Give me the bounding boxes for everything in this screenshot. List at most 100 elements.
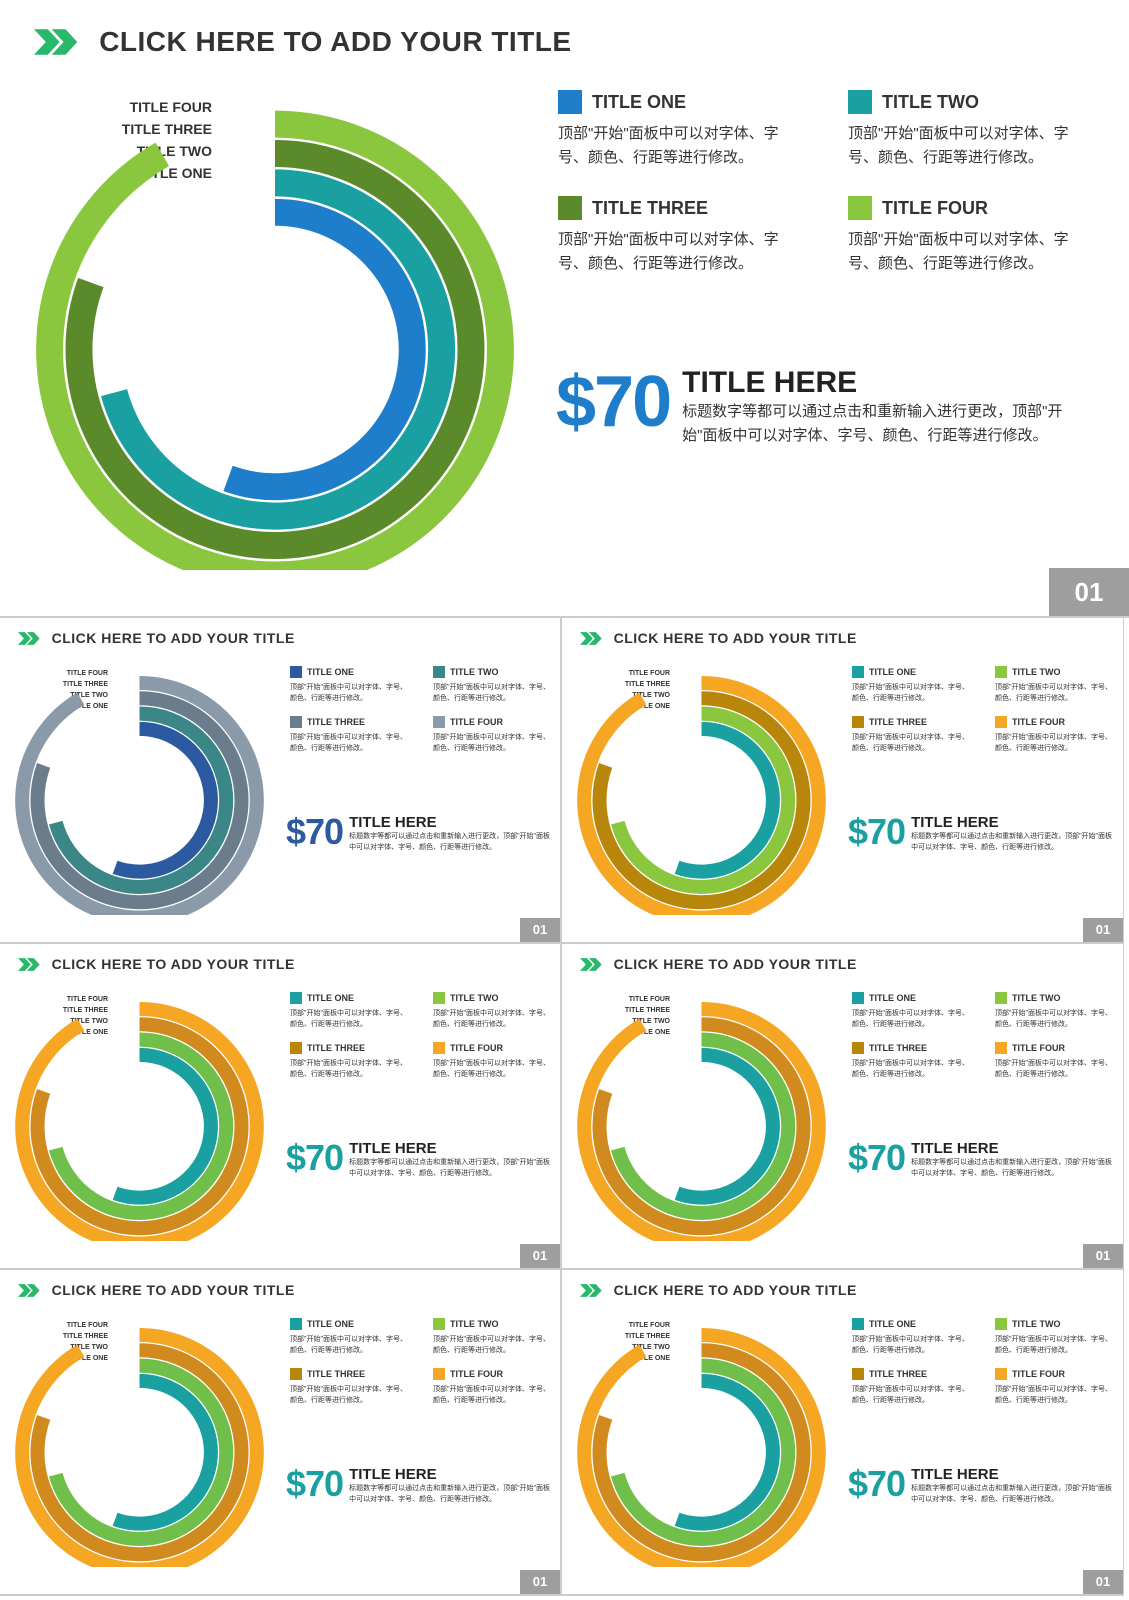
legend-body: 顶部"开始"面板中可以对字体、字号、颜色、行距等进行修改。 bbox=[995, 1008, 1112, 1030]
slide-header: CLICK HERE TO ADD YOUR TITLE bbox=[34, 26, 572, 58]
double-chevron-icon bbox=[34, 29, 85, 55]
legend-body: 顶部"开始"面板中可以对字体、字号、颜色、行距等进行修改。 bbox=[290, 682, 407, 704]
slide-number-badge: 01 bbox=[1083, 1570, 1123, 1594]
legend-title: TITLE TWO bbox=[1012, 993, 1061, 1003]
legend-body: 顶部"开始"面板中可以对字体、字号、颜色、行距等进行修改。 bbox=[433, 732, 550, 754]
slide-title: CLICK HERE TO ADD YOUR TITLE bbox=[52, 956, 295, 972]
slide-title: CLICK HERE TO ADD YOUR TITLE bbox=[614, 1282, 857, 1298]
double-chevron-icon bbox=[580, 1284, 606, 1297]
price-body: 标题数字等都可以通过点击和重新输入进行更改，顶部"开始"面板中可以对字体、字号、… bbox=[349, 1483, 556, 1505]
slide-header: CLICK HERE TO ADD YOUR TITLE bbox=[580, 630, 857, 646]
color-swatch bbox=[290, 992, 302, 1004]
legend-item: TITLE THREE 顶部"开始"面板中可以对字体、字号、颜色、行距等进行修改… bbox=[290, 1368, 407, 1406]
legend-grid: TITLE ONE 顶部"开始"面板中可以对字体、字号、颜色、行距等进行修改。 … bbox=[852, 1318, 1112, 1406]
legend-item: TITLE TWO 顶部"开始"面板中可以对字体、字号、颜色、行距等进行修改。 bbox=[995, 992, 1112, 1030]
radial-chart bbox=[574, 1312, 829, 1567]
price-block: $70 TITLE HERE 标题数字等都可以通过点击和重新输入进行更改，顶部"… bbox=[848, 1466, 1118, 1505]
color-swatch bbox=[433, 1042, 445, 1054]
legend-body: 顶部"开始"面板中可以对字体、字号、颜色、行距等进行修改。 bbox=[995, 1384, 1112, 1406]
price-amount: $70 bbox=[848, 1466, 905, 1502]
slide-number-badge: 01 bbox=[520, 1244, 560, 1268]
color-swatch bbox=[290, 1042, 302, 1054]
legend-title: TITLE FOUR bbox=[450, 1043, 503, 1053]
radial-chart bbox=[574, 660, 829, 915]
price-body: 标题数字等都可以通过点击和重新输入进行更改，顶部"开始"面板中可以对字体、字号、… bbox=[911, 1483, 1118, 1505]
double-chevron-icon bbox=[580, 632, 606, 645]
legend-body: 顶部"开始"面板中可以对字体、字号、颜色、行距等进行修改。 bbox=[848, 122, 1078, 170]
price-block: $70 TITLE HERE 标题数字等都可以通过点击和重新输入进行更改，顶部"… bbox=[286, 1140, 556, 1179]
price-amount: $70 bbox=[286, 1140, 343, 1176]
legend-title: TITLE TWO bbox=[450, 667, 499, 677]
legend-item: TITLE TWO 顶部"开始"面板中可以对字体、字号、颜色、行距等进行修改。 bbox=[433, 992, 550, 1030]
color-swatch bbox=[290, 716, 302, 728]
legend-body: 顶部"开始"面板中可以对字体、字号、颜色、行距等进行修改。 bbox=[852, 682, 969, 704]
price-amount: $70 bbox=[848, 1140, 905, 1176]
legend-item: TITLE FOUR 顶部"开始"面板中可以对字体、字号、颜色、行距等进行修改。 bbox=[433, 1042, 550, 1080]
legend-item: TITLE ONE 顶部"开始"面板中可以对字体、字号、颜色、行距等进行修改。 bbox=[290, 1318, 407, 1356]
slide-title: CLICK HERE TO ADD YOUR TITLE bbox=[99, 26, 571, 58]
legend-title: TITLE FOUR bbox=[450, 717, 503, 727]
legend-item: TITLE ONE 顶部"开始"面板中可以对字体、字号、颜色、行距等进行修改。 bbox=[852, 1318, 969, 1356]
slide-number-badge: 01 bbox=[520, 918, 560, 942]
legend-title: TITLE ONE bbox=[307, 1319, 354, 1329]
legend-body: 顶部"开始"面板中可以对字体、字号、颜色、行距等进行修改。 bbox=[852, 1334, 969, 1356]
legend-body: 顶部"开始"面板中可以对字体、字号、颜色、行距等进行修改。 bbox=[852, 1008, 969, 1030]
slide-title: CLICK HERE TO ADD YOUR TITLE bbox=[52, 1282, 295, 1298]
legend-item: TITLE FOUR 顶部"开始"面板中可以对字体、字号、颜色、行距等进行修改。 bbox=[433, 716, 550, 754]
price-amount: $70 bbox=[286, 1466, 343, 1502]
legend-grid: TITLE ONE 顶部"开始"面板中可以对字体、字号、颜色、行距等进行修改。 … bbox=[290, 1318, 550, 1406]
legend-grid: TITLE ONE 顶部"开始"面板中可以对字体、字号、颜色、行距等进行修改。 … bbox=[290, 992, 550, 1080]
slide-thumbnail: CLICK HERE TO ADD YOUR TITLE TITLE FOURT… bbox=[562, 618, 1124, 944]
legend-item: TITLE ONE 顶部"开始"面板中可以对字体、字号、颜色、行距等进行修改。 bbox=[852, 666, 969, 704]
price-body: 标题数字等都可以通过点击和重新输入进行更改，顶部"开始"面板中可以对字体、字号、… bbox=[349, 831, 556, 853]
legend-title: TITLE ONE bbox=[869, 667, 916, 677]
price-body: 标题数字等都可以通过点击和重新输入进行更改，顶部"开始"面板中可以对字体、字号、… bbox=[911, 831, 1118, 853]
price-block: $70 TITLE HERE 标题数字等都可以通过点击和重新输入进行更改，顶部"… bbox=[848, 1140, 1118, 1179]
legend-item: TITLE FOUR 顶部"开始"面板中可以对字体、字号、颜色、行距等进行修改。 bbox=[848, 196, 1078, 276]
legend-title: TITLE ONE bbox=[307, 993, 354, 1003]
radial-chart bbox=[574, 986, 829, 1241]
legend-title: TITLE THREE bbox=[307, 1043, 365, 1053]
slide-number-badge: 01 bbox=[1083, 918, 1123, 942]
legend-title: TITLE THREE bbox=[869, 717, 927, 727]
slide-header: CLICK HERE TO ADD YOUR TITLE bbox=[18, 956, 295, 972]
double-chevron-icon bbox=[18, 958, 44, 971]
price-title: TITLE HERE bbox=[682, 366, 1096, 400]
legend-title: TITLE FOUR bbox=[1012, 1369, 1065, 1379]
slide-title: CLICK HERE TO ADD YOUR TITLE bbox=[614, 630, 857, 646]
legend-item: TITLE THREE 顶部"开始"面板中可以对字体、字号、颜色、行距等进行修改… bbox=[852, 1042, 969, 1080]
slide-title: CLICK HERE TO ADD YOUR TITLE bbox=[614, 956, 857, 972]
legend-title: TITLE THREE bbox=[869, 1043, 927, 1053]
price-body: 标题数字等都可以通过点击和重新输入进行更改，顶部"开始"面板中可以对字体、字号、… bbox=[349, 1157, 556, 1179]
legend-grid: TITLE ONE 顶部"开始"面板中可以对字体、字号、颜色、行距等进行修改。 … bbox=[852, 666, 1112, 754]
price-title: TITLE HERE bbox=[349, 814, 556, 831]
color-swatch bbox=[852, 1042, 864, 1054]
color-swatch bbox=[558, 196, 582, 220]
legend-title: TITLE THREE bbox=[307, 717, 365, 727]
color-swatch bbox=[852, 1318, 864, 1330]
legend-body: 顶部"开始"面板中可以对字体、字号、颜色、行距等进行修改。 bbox=[558, 122, 788, 170]
legend-title: TITLE THREE bbox=[592, 198, 708, 219]
radial-chart bbox=[30, 80, 520, 570]
color-swatch bbox=[852, 716, 864, 728]
slide-thumbnail: CLICK HERE TO ADD YOUR TITLE TITLE FOURT… bbox=[0, 618, 562, 944]
legend-item: TITLE ONE 顶部"开始"面板中可以对字体、字号、颜色、行距等进行修改。 bbox=[290, 992, 407, 1030]
color-swatch bbox=[433, 666, 445, 678]
color-swatch bbox=[558, 90, 582, 114]
legend-title: TITLE TWO bbox=[882, 92, 979, 113]
legend-body: 顶部"开始"面板中可以对字体、字号、颜色、行距等进行修改。 bbox=[290, 732, 407, 754]
legend-item: TITLE THREE 顶部"开始"面板中可以对字体、字号、颜色、行距等进行修改… bbox=[558, 196, 788, 276]
price-title: TITLE HERE bbox=[911, 1466, 1118, 1483]
legend-body: 顶部"开始"面板中可以对字体、字号、颜色、行距等进行修改。 bbox=[290, 1008, 407, 1030]
legend-item: TITLE THREE 顶部"开始"面板中可以对字体、字号、颜色、行距等进行修改… bbox=[852, 1368, 969, 1406]
legend-item: TITLE TWO 顶部"开始"面板中可以对字体、字号、颜色、行距等进行修改。 bbox=[433, 666, 550, 704]
legend-body: 顶部"开始"面板中可以对字体、字号、颜色、行距等进行修改。 bbox=[852, 1058, 969, 1080]
legend-body: 顶部"开始"面板中可以对字体、字号、颜色、行距等进行修改。 bbox=[290, 1058, 407, 1080]
radial-chart bbox=[12, 986, 267, 1241]
legend-body: 顶部"开始"面板中可以对字体、字号、颜色、行距等进行修改。 bbox=[290, 1334, 407, 1356]
legend-title: TITLE TWO bbox=[450, 993, 499, 1003]
legend-body: 顶部"开始"面板中可以对字体、字号、颜色、行距等进行修改。 bbox=[995, 682, 1112, 704]
legend-title: TITLE FOUR bbox=[882, 198, 988, 219]
legend-body: 顶部"开始"面板中可以对字体、字号、颜色、行距等进行修改。 bbox=[852, 1384, 969, 1406]
radial-chart bbox=[12, 660, 267, 915]
